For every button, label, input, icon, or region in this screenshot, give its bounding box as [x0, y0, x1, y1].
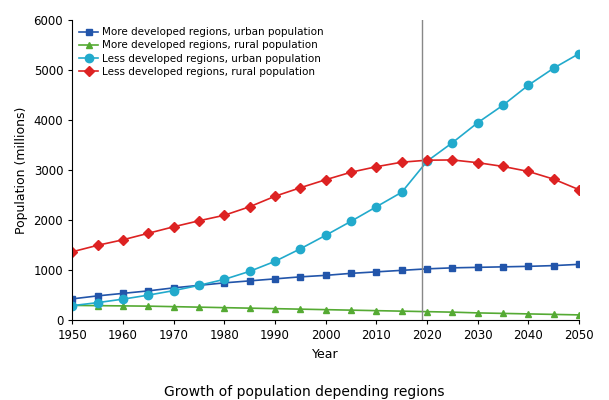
More developed regions, rural population — [220, 305, 228, 310]
Less developed regions, rural population — [246, 204, 253, 209]
More developed regions, rural population — [94, 303, 101, 308]
Less developed regions, urban population — [69, 303, 76, 308]
Less developed regions, urban population — [449, 140, 456, 145]
Text: Growth of population depending regions: Growth of population depending regions — [164, 385, 445, 399]
More developed regions, urban population — [297, 274, 304, 279]
More developed regions, rural population — [550, 312, 557, 317]
More developed regions, rural population — [69, 303, 76, 308]
More developed regions, rural population — [398, 309, 406, 314]
Less developed regions, urban population — [347, 219, 354, 224]
More developed regions, urban population — [94, 294, 101, 298]
More developed regions, urban population — [220, 280, 228, 285]
More developed regions, rural population — [297, 307, 304, 312]
More developed regions, rural population — [246, 306, 253, 310]
Less developed regions, rural population — [69, 250, 76, 254]
More developed regions, rural population — [195, 305, 203, 310]
More developed regions, rural population — [576, 312, 583, 317]
More developed regions, rural population — [119, 304, 127, 308]
More developed regions, urban population — [144, 288, 152, 293]
More developed regions, rural population — [322, 307, 329, 312]
Less developed regions, rural population — [94, 243, 101, 248]
Less developed regions, rural population — [423, 158, 431, 162]
More developed regions, urban population — [525, 264, 532, 269]
Line: Less developed regions, urban population: Less developed regions, urban population — [68, 49, 583, 310]
More developed regions, urban population — [195, 283, 203, 288]
Less developed regions, urban population — [474, 120, 482, 125]
Line: Less developed regions, rural population: Less developed regions, rural population — [69, 156, 583, 255]
Less developed regions, rural population — [272, 194, 279, 199]
Legend: More developed regions, urban population, More developed regions, rural populati: More developed regions, urban population… — [77, 25, 326, 79]
Less developed regions, rural population — [550, 177, 557, 182]
Less developed regions, urban population — [94, 300, 101, 305]
Less developed regions, urban population — [144, 293, 152, 298]
More developed regions, rural population — [272, 306, 279, 311]
More developed regions, rural population — [170, 304, 177, 309]
More developed regions, urban population — [170, 286, 177, 290]
More developed regions, urban population — [322, 273, 329, 278]
Less developed regions, urban population — [576, 51, 583, 56]
Line: More developed regions, rural population: More developed regions, rural population — [69, 302, 583, 318]
Less developed regions, urban population — [272, 259, 279, 264]
X-axis label: Year: Year — [312, 348, 339, 361]
Less developed regions, urban population — [246, 269, 253, 274]
More developed regions, urban population — [347, 271, 354, 276]
Less developed regions, rural population — [576, 187, 583, 192]
Less developed regions, rural population — [373, 164, 380, 169]
More developed regions, urban population — [550, 263, 557, 268]
More developed regions, urban population — [119, 291, 127, 296]
More developed regions, urban population — [398, 268, 406, 273]
Less developed regions, rural population — [220, 213, 228, 218]
Less developed regions, urban population — [170, 288, 177, 293]
More developed regions, rural population — [373, 308, 380, 313]
Less developed regions, urban population — [398, 190, 406, 195]
Line: More developed regions, urban population: More developed regions, urban population — [69, 261, 583, 302]
More developed regions, urban population — [474, 265, 482, 270]
Less developed regions, urban population — [195, 283, 203, 288]
Less developed regions, urban population — [550, 66, 557, 70]
Less developed regions, rural population — [144, 231, 152, 236]
More developed regions, urban population — [373, 270, 380, 274]
Less developed regions, rural population — [449, 158, 456, 162]
Less developed regions, urban population — [297, 246, 304, 251]
Y-axis label: Population (millions): Population (millions) — [15, 106, 28, 234]
Less developed regions, urban population — [220, 277, 228, 282]
More developed regions, rural population — [347, 308, 354, 312]
More developed regions, urban population — [423, 266, 431, 271]
Less developed regions, urban population — [525, 83, 532, 88]
Less developed regions, rural population — [499, 164, 507, 169]
Less developed regions, rural population — [195, 218, 203, 223]
Less developed regions, rural population — [322, 177, 329, 182]
More developed regions, urban population — [246, 278, 253, 283]
More developed regions, rural population — [144, 304, 152, 308]
Less developed regions, rural population — [525, 169, 532, 174]
More developed regions, urban population — [449, 266, 456, 270]
More developed regions, rural population — [474, 310, 482, 315]
Less developed regions, urban population — [423, 159, 431, 164]
More developed regions, rural population — [449, 310, 456, 314]
More developed regions, rural population — [499, 311, 507, 316]
Less developed regions, urban population — [119, 297, 127, 302]
More developed regions, urban population — [272, 276, 279, 281]
Less developed regions, urban population — [373, 204, 380, 209]
Less developed regions, urban population — [322, 233, 329, 238]
More developed regions, rural population — [423, 309, 431, 314]
Less developed regions, rural population — [170, 224, 177, 229]
Less developed regions, rural population — [347, 170, 354, 175]
Less developed regions, rural population — [119, 238, 127, 242]
Less developed regions, rural population — [297, 185, 304, 190]
More developed regions, urban population — [499, 264, 507, 269]
Less developed regions, rural population — [398, 160, 406, 164]
Less developed regions, rural population — [474, 160, 482, 165]
More developed regions, rural population — [525, 312, 532, 316]
Less developed regions, urban population — [499, 103, 507, 108]
More developed regions, urban population — [69, 296, 76, 301]
More developed regions, urban population — [576, 262, 583, 267]
